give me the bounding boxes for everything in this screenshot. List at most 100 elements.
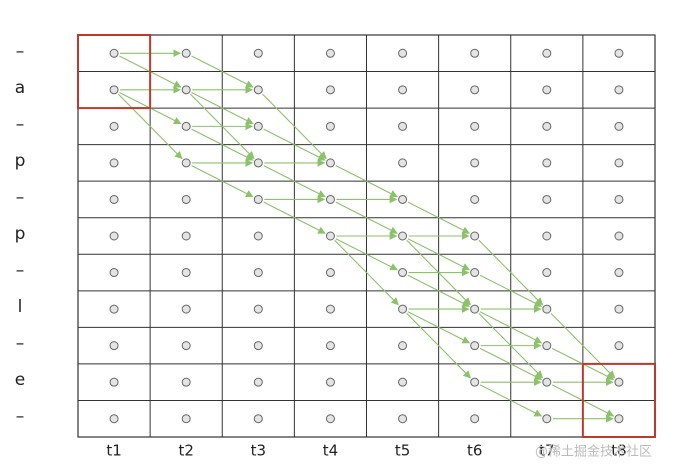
node (470, 194, 480, 204)
node (109, 377, 119, 387)
row-label: – (16, 187, 25, 207)
edge (191, 92, 254, 125)
node (325, 85, 335, 95)
row-label: – (16, 261, 25, 281)
node (398, 377, 408, 387)
edge (479, 274, 543, 307)
node (542, 194, 552, 204)
node (398, 231, 408, 241)
node (470, 158, 480, 168)
node (253, 304, 263, 314)
node (325, 377, 335, 387)
node (325, 341, 335, 351)
node (470, 414, 480, 424)
node (398, 194, 408, 204)
node (614, 48, 624, 58)
node (398, 414, 408, 424)
edge (191, 165, 254, 198)
node (109, 194, 119, 204)
node (325, 48, 335, 58)
edge (406, 312, 472, 379)
node (614, 304, 624, 314)
edge (335, 201, 398, 234)
node (253, 414, 263, 424)
node (109, 341, 119, 351)
row-label: l (18, 297, 23, 317)
node (253, 341, 263, 351)
node (181, 231, 191, 241)
node (325, 158, 335, 168)
node (325, 414, 335, 424)
node (542, 231, 552, 241)
node (398, 341, 408, 351)
edge (407, 201, 471, 234)
node (542, 377, 552, 387)
edge (335, 238, 398, 271)
row-label: – (16, 114, 25, 134)
edge (334, 239, 399, 306)
node (614, 268, 624, 278)
node (325, 121, 335, 131)
node (181, 158, 191, 168)
node (470, 268, 480, 278)
column-label: t8 (611, 442, 626, 460)
node (181, 268, 191, 278)
node (542, 85, 552, 95)
node (325, 231, 335, 241)
node (398, 158, 408, 168)
node (253, 85, 263, 95)
node (542, 341, 552, 351)
node (109, 268, 119, 278)
end-box (581, 362, 656, 438)
node (398, 268, 408, 278)
node (542, 304, 552, 314)
node (614, 231, 624, 241)
node (398, 85, 408, 95)
node (470, 341, 480, 351)
node (542, 158, 552, 168)
row-label: p (15, 151, 26, 171)
node (253, 268, 263, 278)
node (614, 341, 624, 351)
node (181, 414, 191, 424)
node (614, 377, 624, 387)
edge (479, 311, 543, 344)
node (109, 48, 119, 58)
edge (335, 165, 398, 198)
node (614, 158, 624, 168)
node (253, 377, 263, 387)
start-box (77, 34, 152, 110)
edge (263, 128, 326, 161)
node (470, 377, 480, 387)
column-label: t2 (178, 442, 193, 460)
node (109, 121, 119, 131)
row-label: – (16, 334, 25, 354)
node (542, 414, 552, 424)
edge (117, 93, 183, 160)
node (614, 121, 624, 131)
node (109, 304, 119, 314)
edge (479, 347, 543, 380)
edge (479, 384, 543, 417)
column-label: t4 (323, 442, 338, 460)
node (181, 304, 191, 314)
node (253, 48, 263, 58)
node (109, 414, 119, 424)
node (614, 85, 624, 95)
edge (262, 93, 327, 160)
node (542, 268, 552, 278)
node (614, 414, 624, 424)
node (253, 158, 263, 168)
labels: – a – p – p – l – e – t1 t2 t3 t4 t5 t6 t7 t8 (15, 41, 627, 459)
node (109, 231, 119, 241)
node (470, 48, 480, 58)
edge (550, 312, 616, 379)
node (470, 231, 480, 241)
node (325, 194, 335, 204)
edge (407, 274, 471, 307)
watermark: @稀土掘金技术社区 (535, 444, 652, 460)
edge (407, 311, 471, 344)
edge (263, 201, 326, 234)
column-label: t7 (539, 442, 554, 460)
node (542, 121, 552, 131)
